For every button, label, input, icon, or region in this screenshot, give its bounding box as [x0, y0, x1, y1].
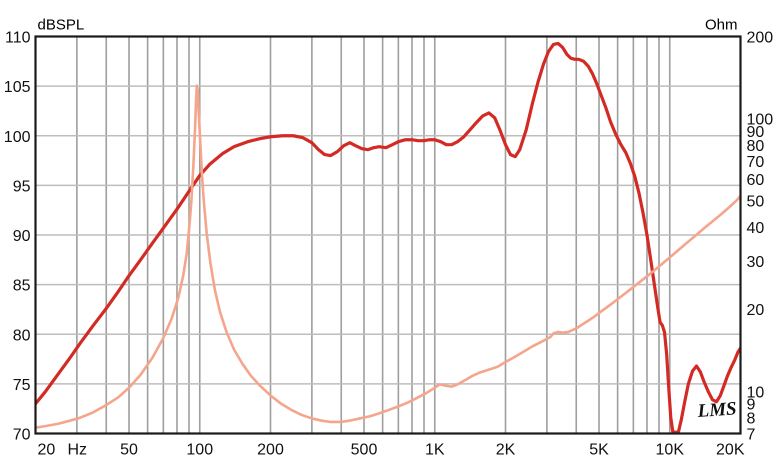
y2-tick-label: 90 [747, 124, 765, 141]
y2-tick-label: 30 [747, 254, 765, 271]
curve-impedance [35, 84, 741, 430]
lms-watermark: LMS [696, 398, 737, 422]
y2-tick-label: 8 [747, 411, 756, 428]
y-tick-label: 85 [13, 278, 31, 295]
y2-tick-label: 10 [747, 384, 765, 401]
y2-tick-label: 70 [747, 154, 765, 171]
y2-tick-label: 20 [747, 302, 765, 319]
y2-tick-label: 100 [747, 112, 774, 129]
y-axis-unit-label: dBSPL [38, 17, 85, 34]
y2-tick-label: 200 [747, 30, 774, 47]
x-axis-unit-label: Hz [68, 442, 88, 459]
y-tick-label: 75 [13, 377, 31, 394]
y2-tick-label: 40 [747, 220, 765, 237]
x-tick-label: 50 [120, 442, 138, 459]
curve-spl [35, 41, 741, 434]
x-tick-label: 1K [425, 442, 445, 459]
y-tick-label: 100 [4, 129, 31, 146]
y2-tick-label: 60 [747, 172, 765, 189]
y2-tick-label: 80 [747, 138, 765, 155]
plot-frame [34, 35, 742, 435]
y2-tick-label: 7 [747, 427, 756, 444]
y2-axis-unit-label: Ohm [705, 17, 738, 34]
y-tick-label: 90 [13, 228, 31, 245]
y-tick-label: 110 [5, 30, 31, 47]
x-tick-label: 5K [589, 442, 609, 459]
y2-tick-label: 9 [747, 397, 756, 414]
x-tick-label: 2K [496, 442, 516, 459]
y2-tick-label: 50 [747, 194, 765, 211]
x-tick-label: 10K [656, 442, 685, 459]
x-tick-label: 20K [716, 442, 745, 459]
y-tick-label: 80 [13, 327, 31, 344]
y-tick-label: 105 [4, 79, 31, 96]
y-tick-label: 95 [13, 178, 31, 195]
y-tick-label: 70 [13, 427, 31, 444]
x-tick-label: 20 [38, 442, 56, 459]
x-tick-label: 200 [257, 442, 284, 459]
x-tick-label: 100 [186, 442, 213, 459]
x-tick-label: 500 [351, 442, 378, 459]
